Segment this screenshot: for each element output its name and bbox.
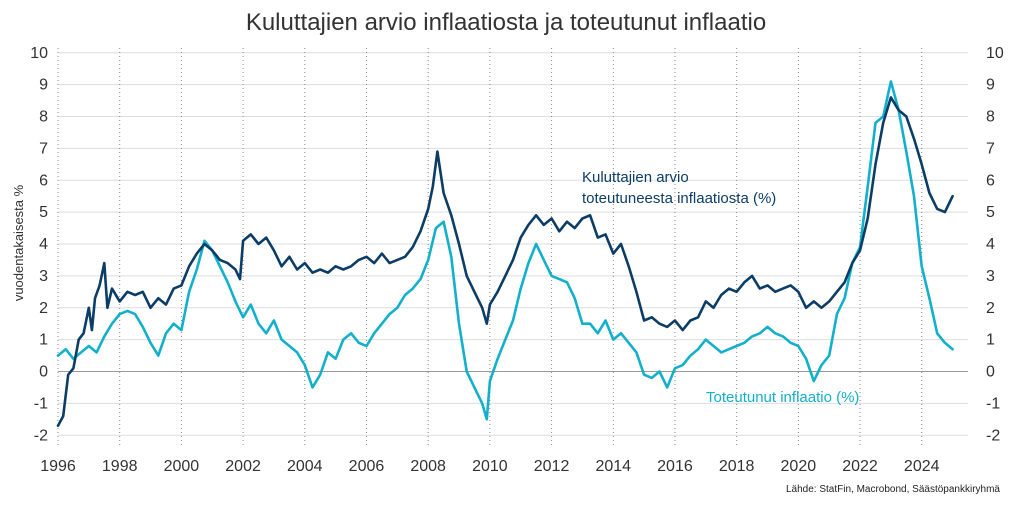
y-tick-label-right: -1 bbox=[986, 395, 1000, 412]
series-lines bbox=[56, 80, 954, 427]
y-tick-label-right: -2 bbox=[986, 427, 1000, 444]
y-tick-label-left: -1 bbox=[34, 395, 48, 412]
y-tick-label-right: 6 bbox=[986, 172, 995, 189]
x-tick-label: 1998 bbox=[102, 458, 138, 475]
y-tick-label-left: -2 bbox=[34, 427, 48, 444]
x-tick-label: 2016 bbox=[657, 458, 693, 475]
y-tick-label-left: 9 bbox=[39, 77, 48, 94]
x-tick-label: 2000 bbox=[164, 458, 200, 475]
x-tick-label: 1996 bbox=[40, 458, 76, 475]
series-label-arvio: Kuluttajien arvio toteutuneesta inflaatio… bbox=[582, 169, 776, 207]
y-tick-label-right: 1 bbox=[986, 332, 995, 349]
y-tick-label-left: 0 bbox=[39, 364, 48, 381]
y-tick-label-left: 5 bbox=[39, 204, 48, 221]
y-tick-label-right: 7 bbox=[986, 140, 995, 157]
x-tick-label: 2020 bbox=[781, 458, 817, 475]
y-tick-label-left: 3 bbox=[39, 268, 48, 285]
y-tick-label-right: 8 bbox=[986, 109, 995, 126]
x-tick-label: 2010 bbox=[472, 458, 508, 475]
x-tick-label: 2024 bbox=[904, 458, 940, 475]
x-tick-label: 2014 bbox=[595, 458, 631, 475]
y-tick-label-right: 0 bbox=[986, 364, 995, 381]
x-tick-label: 2022 bbox=[842, 458, 878, 475]
chart-title: Kuluttajien arvio inflaatiosta ja toteut… bbox=[246, 9, 766, 36]
x-tick-label: 2012 bbox=[534, 458, 570, 475]
y-tick-label-right: 10 bbox=[986, 45, 1004, 62]
x-tick-label: 2006 bbox=[349, 458, 385, 475]
x-tick-label: 2002 bbox=[225, 458, 261, 475]
y-axis-label: vuodentakaisesta % bbox=[11, 184, 26, 301]
series-annotations: Kuluttajien arvio toteutuneesta inflaatio… bbox=[582, 169, 859, 406]
x-tick-label: 2008 bbox=[410, 458, 446, 475]
y-tick-label-left: 7 bbox=[39, 140, 48, 157]
x-tick-label: 2004 bbox=[287, 458, 323, 475]
series-label-toteutunut: Toteutunut inflaatio (%) bbox=[706, 389, 859, 406]
y-tick-label-left: 2 bbox=[39, 300, 48, 317]
y-tick-label-left: 10 bbox=[30, 45, 48, 62]
y-tick-label-right: 3 bbox=[986, 268, 995, 285]
series-label-line: Kuluttajien arvio bbox=[582, 169, 689, 186]
y-tick-label-right: 4 bbox=[986, 236, 995, 253]
left-y-axis: -2 -1 0 1 2 3 4 5 6 7 8 9 10 bbox=[30, 45, 48, 445]
series-label-line: Toteutunut inflaatio (%) bbox=[706, 389, 859, 406]
y-tick-label-right: 5 bbox=[986, 204, 995, 221]
y-tick-label-right: 2 bbox=[986, 300, 995, 317]
series-label-line: toteutuneesta inflaatiosta (%) bbox=[582, 190, 776, 207]
y-tick-label-left: 4 bbox=[39, 236, 48, 253]
y-tick-label-left: 1 bbox=[39, 332, 48, 349]
x-axis: 1996 1998 2000 2002 2004 2006 2008 2010 2012 2014… bbox=[40, 458, 939, 475]
source-note: Lähde: StatFin, Macrobond, Säästöpankkir… bbox=[786, 484, 1000, 495]
y-tick-label-left: 6 bbox=[39, 172, 48, 189]
y-tick-label-left: 8 bbox=[39, 109, 48, 126]
y-tick-label-right: 9 bbox=[986, 77, 995, 94]
right-y-axis: -2 -1 0 1 2 3 4 5 6 7 8 9 10 bbox=[986, 45, 1004, 445]
horizontal-gridlines bbox=[58, 52, 968, 436]
x-tick-label: 2018 bbox=[719, 458, 755, 475]
series-line-0 bbox=[56, 96, 954, 427]
series-line-1 bbox=[56, 80, 954, 421]
